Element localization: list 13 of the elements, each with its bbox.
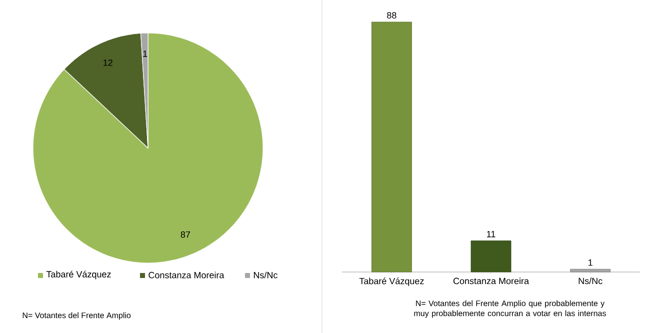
text: N= Votantes del Frente Amplio bbox=[22, 312, 131, 320]
data-label: 87 bbox=[180, 231, 190, 238]
x-tick-label: Constanza Moreira bbox=[453, 278, 529, 284]
x-tick-label: Tabaré Vázquez bbox=[359, 278, 424, 286]
text: N= Votantes del Frente Amplio que probablemente y muy probablemente concurran a votar en las internas bbox=[414, 300, 606, 318]
data-label: 12 bbox=[104, 60, 112, 66]
data-label: 11 bbox=[487, 231, 496, 238]
legend-label: Constanza Moreira bbox=[148, 272, 224, 278]
x-tick-label: Ns/Nc bbox=[578, 278, 602, 284]
data-label: 1 bbox=[588, 259, 592, 266]
data-label: 88 bbox=[387, 12, 396, 18]
legend-label: Ns/Nc bbox=[254, 272, 278, 278]
data-label: 1 bbox=[143, 50, 148, 57]
